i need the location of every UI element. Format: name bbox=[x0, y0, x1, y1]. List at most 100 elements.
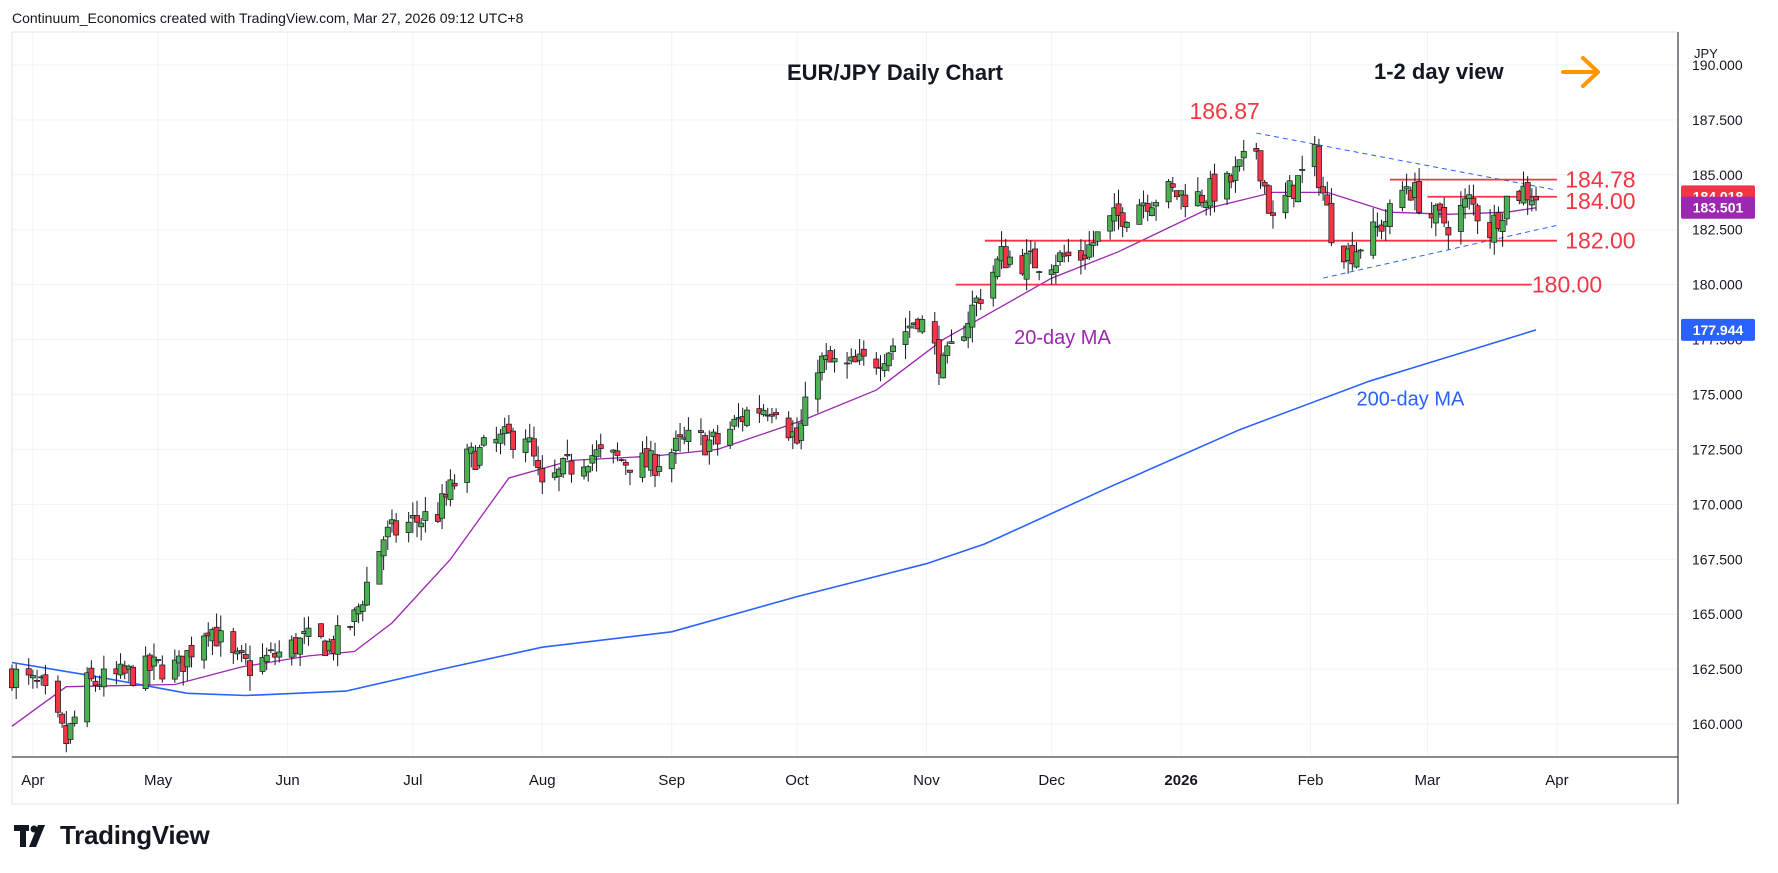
candle-down bbox=[1199, 194, 1205, 203]
x-tick-label: Apr bbox=[21, 772, 44, 789]
currency-label: JPY bbox=[1694, 46, 1718, 61]
candle-up bbox=[940, 354, 947, 379]
candle-up bbox=[1057, 252, 1063, 262]
candle-up bbox=[1165, 181, 1172, 203]
candle-up bbox=[819, 355, 825, 373]
candle-up bbox=[447, 479, 454, 500]
candle-down bbox=[1115, 203, 1122, 216]
candle-up bbox=[890, 345, 896, 352]
candle-up bbox=[1153, 202, 1160, 207]
candle-up bbox=[560, 458, 567, 475]
candle-down bbox=[568, 460, 575, 475]
candle-up bbox=[376, 551, 383, 585]
candle-down bbox=[54, 680, 61, 713]
candle-up bbox=[1136, 204, 1143, 225]
level-label-184.78: 184.78 bbox=[1565, 167, 1635, 193]
candle-down bbox=[1253, 148, 1260, 152]
trendline-lower bbox=[1322, 224, 1558, 279]
candle-down bbox=[1474, 205, 1481, 222]
y-tick-label: 172.500 bbox=[1692, 441, 1743, 457]
ma200-line bbox=[11, 329, 1537, 697]
candle-up bbox=[672, 437, 679, 451]
candle-up bbox=[1123, 221, 1130, 228]
candle-up bbox=[267, 649, 274, 652]
candle-up bbox=[706, 439, 713, 452]
candle-down bbox=[92, 680, 99, 686]
price-tag-label: 177.944 bbox=[1693, 322, 1744, 338]
candle-up bbox=[881, 363, 888, 371]
price-axis: 190.000187.500185.000182.500180.000177.5… bbox=[1692, 46, 1743, 732]
grid bbox=[12, 32, 1678, 757]
candle-down bbox=[860, 348, 867, 357]
y-tick-label: 170.000 bbox=[1692, 496, 1743, 512]
candle-up bbox=[380, 539, 387, 557]
candle-down bbox=[130, 666, 137, 686]
x-tick-label: 2026 bbox=[1164, 772, 1197, 789]
candle-down bbox=[652, 453, 658, 476]
candle-up bbox=[1528, 200, 1535, 206]
candle-up bbox=[831, 358, 838, 363]
candle-up bbox=[760, 409, 767, 416]
level-label-182.00: 182.00 bbox=[1565, 228, 1635, 254]
candle-up bbox=[1178, 190, 1185, 196]
candle-up bbox=[802, 396, 809, 426]
chart-header: Continuum_Economics created with Trading… bbox=[12, 10, 524, 26]
trendline-layer bbox=[1256, 132, 1558, 279]
candle-down bbox=[347, 626, 354, 628]
candle-up bbox=[418, 522, 425, 528]
candle-up bbox=[589, 455, 596, 464]
candle-up bbox=[468, 446, 475, 454]
price-tag-label: 183.501 bbox=[1693, 200, 1744, 216]
y-tick-label: 162.500 bbox=[1692, 661, 1743, 677]
right-arrow-icon bbox=[1561, 56, 1600, 88]
candle-up bbox=[464, 448, 471, 483]
y-tick-label: 185.000 bbox=[1692, 167, 1743, 183]
x-tick-label: May bbox=[144, 772, 173, 789]
candle-up bbox=[71, 716, 78, 724]
tradingview-logo-icon bbox=[14, 824, 45, 847]
x-tick-label: Jun bbox=[275, 772, 299, 789]
candle-up bbox=[1052, 265, 1059, 273]
candle-down bbox=[977, 299, 984, 304]
ma200-label: 200-day MA bbox=[1356, 388, 1464, 410]
candle-down bbox=[697, 430, 704, 433]
candle-up bbox=[359, 604, 366, 612]
candle-down bbox=[1378, 224, 1385, 232]
candle-down bbox=[1270, 212, 1276, 216]
candle-up bbox=[384, 526, 391, 538]
ma20-label: 20-day MA bbox=[1014, 327, 1111, 349]
candle-down bbox=[614, 450, 621, 456]
candle-down bbox=[34, 680, 41, 682]
candle-up bbox=[363, 581, 370, 606]
candle-up bbox=[422, 511, 429, 521]
candle-down bbox=[505, 423, 512, 433]
candle-up bbox=[1107, 215, 1114, 232]
x-tick-label: Mar bbox=[1415, 772, 1441, 789]
candle-up bbox=[990, 271, 997, 299]
candle-up bbox=[814, 372, 821, 400]
candle-up bbox=[67, 723, 74, 740]
candle-up bbox=[844, 362, 851, 365]
candle-down bbox=[530, 438, 537, 457]
candle-down bbox=[59, 713, 66, 724]
candle-up bbox=[969, 304, 976, 328]
tradingview-brand[interactable]: TradingView bbox=[14, 820, 210, 851]
candle-up bbox=[593, 449, 600, 458]
candle-up bbox=[142, 655, 149, 690]
candle-up bbox=[585, 466, 592, 473]
candle-up bbox=[1295, 175, 1301, 203]
candle-up bbox=[155, 659, 162, 661]
candle-down bbox=[1328, 202, 1335, 244]
y-tick-label: 175.000 bbox=[1692, 387, 1743, 403]
candle-up bbox=[656, 466, 663, 472]
level-label-186.87: 186.87 bbox=[1189, 98, 1259, 124]
y-tick-label: 187.500 bbox=[1692, 112, 1743, 128]
candle-down bbox=[1416, 181, 1423, 213]
candle-down bbox=[393, 520, 400, 536]
candle-up bbox=[305, 627, 312, 637]
candle-down bbox=[42, 674, 49, 686]
brand-name: TradingView bbox=[60, 820, 210, 850]
x-tick-label: Nov bbox=[913, 772, 940, 789]
